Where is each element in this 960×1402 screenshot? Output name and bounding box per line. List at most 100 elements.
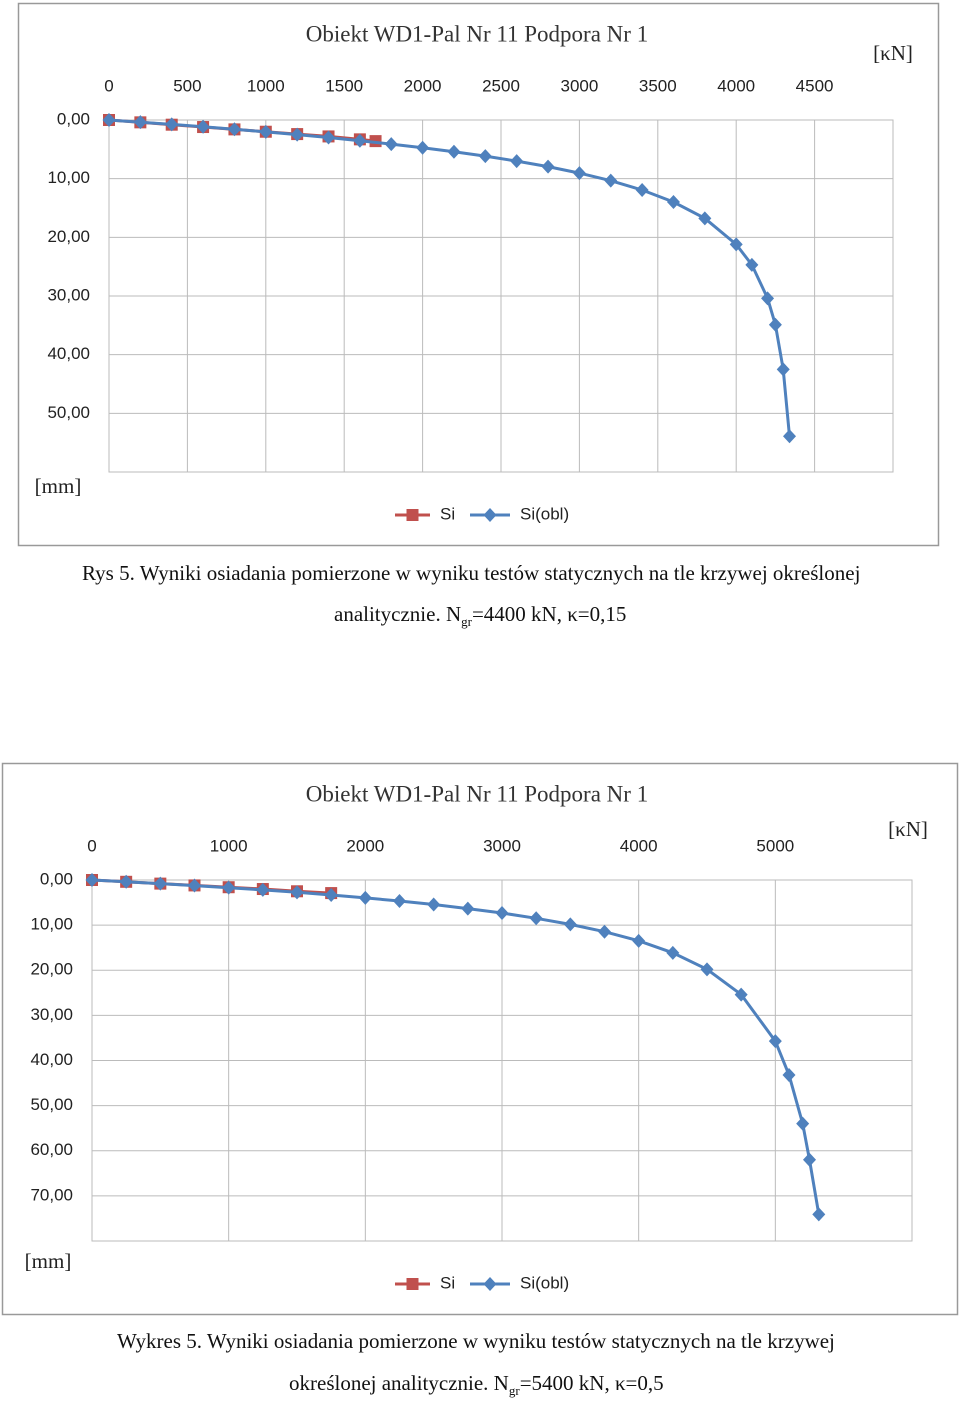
marker	[153, 876, 167, 891]
caption-text: =5400 kN, κ=0,5	[519, 1371, 664, 1395]
caption-text: =4400 kN, κ=0,15	[471, 602, 627, 626]
y-tick-label: 70,00	[30, 1185, 73, 1204]
marker	[393, 894, 406, 909]
y-tick-label: 40,00	[30, 1050, 73, 1069]
x-tick-label: 3000	[483, 836, 521, 855]
marker	[102, 113, 116, 127]
marker	[541, 159, 555, 174]
marker	[358, 890, 372, 905]
marker	[510, 154, 524, 169]
y-tick-label: 30,00	[30, 1005, 73, 1024]
marker	[666, 194, 680, 209]
y-tick-label: 30,00	[47, 285, 90, 304]
marker	[700, 962, 714, 977]
chart: Obiekt WD1-Pal Nr 11 Podpora Nr 1 0 500 100…	[17, 2, 940, 547]
marker	[598, 924, 611, 939]
marker	[734, 987, 748, 1002]
caption-line: określonej analitycznie. Ngr=5400 kN, κ=…	[289, 1371, 664, 1399]
y-tick-label: 20,00	[47, 227, 90, 246]
caption-text: Wykres 5. Wyniki osiadania pomierzone w …	[117, 1329, 835, 1353]
marker	[783, 429, 797, 444]
y-tick-label: 0,00	[40, 869, 73, 888]
marker	[495, 906, 509, 921]
marker	[165, 117, 179, 132]
x-tick-label: 4000	[717, 76, 755, 95]
series	[85, 873, 826, 1222]
y-tick-label: 0,00	[57, 109, 90, 128]
marker	[666, 945, 680, 960]
marker	[119, 874, 133, 889]
chart-title: Obiekt WD1-Pal Nr 11 Podpora Nr 1	[306, 781, 648, 806]
caption-subscript: gr	[508, 1383, 520, 1399]
legend-marker	[406, 509, 419, 521]
marker	[290, 885, 304, 900]
marker	[353, 133, 367, 148]
y-unit-label: [mm]	[35, 474, 82, 498]
marker	[227, 122, 241, 137]
caption-line: Rys 5. Wyniki osiadania pomierzone w wyn…	[82, 561, 860, 586]
marker	[322, 130, 336, 145]
marker	[745, 257, 759, 272]
x-tick-label: 2000	[404, 76, 442, 95]
marker	[572, 166, 586, 181]
x-tick-label: 500	[173, 76, 201, 95]
chart: Obiekt WD1-Pal Nr 11 Podpora Nr 1 0 1000 20…	[1, 762, 959, 1316]
legend-label: Si(obl)	[520, 504, 569, 523]
x-tick-label: 2500	[482, 76, 520, 95]
marker	[632, 933, 646, 948]
legend-marker	[483, 1277, 497, 1291]
marker	[290, 127, 304, 142]
x-tick-label: 0	[104, 76, 113, 95]
marker	[447, 144, 461, 159]
marker	[604, 173, 618, 188]
y-tick-label: 50,00	[47, 403, 90, 422]
legend-label: Si	[440, 504, 455, 523]
x-tick-label: 1000	[247, 76, 285, 95]
marker	[416, 140, 430, 155]
marker	[196, 119, 210, 134]
y-tick-label: 10,00	[30, 915, 73, 934]
chart-title: Obiekt WD1-Pal Nr 11 Podpora Nr 1	[306, 21, 648, 46]
caption-line: analitycznie. Ngr=4400 kN, κ=0,15	[334, 602, 626, 630]
legend-label: Si(obl)	[520, 1273, 569, 1292]
y-tick-label: 20,00	[30, 960, 73, 979]
x-tick-label: 2000	[346, 836, 384, 855]
marker	[729, 237, 743, 252]
marker	[222, 880, 236, 895]
marker	[478, 149, 492, 164]
y-unit-label: [mm]	[25, 1249, 72, 1273]
x-unit-label: [κN]	[873, 41, 913, 65]
marker	[761, 291, 775, 306]
marker	[461, 901, 475, 916]
x-tick-label: 5000	[756, 836, 794, 855]
marker	[563, 917, 577, 932]
marker	[768, 317, 782, 332]
caption-text: analitycznie. N	[334, 602, 462, 626]
x-tick-label: 0	[87, 836, 96, 855]
x-tick-label: 1500	[325, 76, 363, 95]
marker	[188, 878, 201, 893]
marker	[529, 911, 543, 926]
legend-label: Si	[440, 1273, 455, 1292]
marker	[768, 1034, 782, 1049]
caption-text: Rys 5. Wyniki osiadania pomierzone w wyn…	[82, 561, 861, 585]
series	[102, 113, 797, 444]
x-tick-label: 1000	[210, 836, 248, 855]
marker	[259, 124, 273, 139]
marker	[776, 362, 790, 377]
caption-line: Wykres 5. Wyniki osiadania pomierzone w …	[117, 1329, 835, 1354]
marker	[698, 211, 712, 226]
marker	[133, 115, 147, 130]
marker	[384, 137, 398, 152]
marker	[812, 1207, 826, 1222]
marker	[427, 897, 441, 912]
marker	[85, 873, 99, 887]
y-tick-label: 40,00	[47, 344, 90, 363]
x-tick-label: 4500	[796, 76, 834, 95]
marker	[635, 182, 649, 197]
y-tick-label: 50,00	[30, 1095, 73, 1114]
marker	[782, 1067, 796, 1082]
x-tick-label: 3000	[560, 76, 598, 95]
legend-marker	[406, 1278, 419, 1290]
